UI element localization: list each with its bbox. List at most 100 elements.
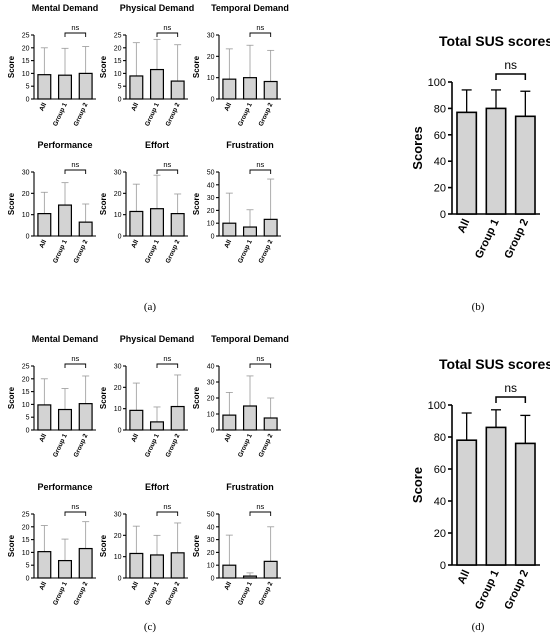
bar [485, 107, 507, 215]
significance-label: ns [163, 23, 171, 32]
chart-title: Total SUS scores [439, 33, 550, 49]
x-tick-label: All [130, 239, 140, 250]
y-tick-label: 10 [207, 412, 215, 419]
x-tick-label: Group 1 [144, 102, 161, 128]
chart-10-c: Performance Score 0 5 10 15 20 25 All Group 1 Grou… [7, 482, 96, 606]
bar [78, 403, 93, 431]
y-tick-label: 10 [114, 71, 122, 78]
y-tick-label: 0 [26, 428, 30, 435]
y-tick-label: 10 [207, 221, 215, 228]
x-tick-label: Group 1 [237, 581, 254, 607]
x-tick-label: All [456, 217, 473, 235]
y-tick-label: 80 [434, 103, 446, 115]
panel-label: (d) [472, 621, 485, 633]
bar [170, 80, 185, 100]
y-tick-label: 15 [22, 389, 30, 396]
bar [149, 208, 165, 237]
chart-title: Performance [37, 482, 92, 492]
y-tick-label: 10 [114, 406, 122, 413]
bar [78, 221, 93, 237]
bar [149, 421, 165, 431]
x-tick-label: Group 2 [165, 102, 182, 128]
x-tick-label: Group 2 [165, 581, 182, 607]
y-tick-label: 20 [22, 45, 30, 52]
y-tick-label: 0 [440, 209, 446, 221]
bar [456, 111, 478, 215]
significance-bracket [156, 511, 179, 516]
y-axis-label: Score [192, 386, 201, 409]
bar [263, 218, 278, 237]
chart-7-c: Mental Demand Score 0 5 10 15 20 25 All Group 1 Gr… [7, 334, 98, 458]
chart-title: Performance [37, 140, 92, 150]
chart-5-a: Frustration Score 0 10 20 30 40 50 All Group 1 Gro… [192, 140, 281, 264]
y-tick-label: 20 [22, 191, 30, 198]
y-axis-label: Score [99, 55, 108, 78]
y-axis-label: Score [7, 386, 16, 409]
bar [57, 408, 73, 431]
y-tick-label: 5 [26, 84, 30, 91]
y-tick-label: 20 [22, 376, 30, 383]
significance-bracket [64, 169, 87, 174]
bar [456, 439, 478, 566]
bar [37, 74, 52, 100]
panel-label: (c) [144, 621, 157, 633]
bar [263, 417, 278, 431]
chart-0-a: Mental Demand Score 0 5 10 15 20 25 All Group 1 Gr… [7, 3, 98, 127]
y-tick-label: 50 [207, 170, 215, 177]
x-tick-label: Group 1 [52, 102, 69, 128]
chart-4-a: Effort Score 0 10 20 30 All Group 1 Group 2 ns [99, 140, 188, 264]
y-axis-label: Score [192, 534, 201, 557]
y-tick-label: 5 [118, 84, 122, 91]
y-tick-label: 5 [26, 415, 30, 422]
y-axis-label: Score [7, 192, 16, 215]
y-tick-label: 30 [22, 170, 30, 177]
bar [129, 409, 144, 431]
x-tick-label: Group 1 [52, 239, 69, 265]
bar [485, 426, 507, 566]
significance-label: ns [256, 502, 264, 511]
chart-3-a: Performance Score 0 10 20 30 All Group 1 Group 2… [7, 140, 96, 264]
y-tick-label: 0 [211, 576, 215, 583]
y-tick-label: 0 [26, 234, 30, 241]
chart-11-c: Effort Score 0 10 20 30 All Group 1 Group 2 ns [99, 482, 188, 606]
panel-label: (a) [144, 301, 157, 313]
y-tick-label: 0 [118, 428, 122, 435]
significance-label: ns [71, 354, 79, 363]
x-tick-label: All [130, 102, 140, 113]
y-tick-label: 0 [26, 97, 30, 104]
y-axis-label: Score [99, 192, 108, 215]
significance-label: ns [163, 502, 171, 511]
significance-bracket [249, 169, 272, 174]
y-axis-label: Score [99, 386, 108, 409]
y-tick-label: 0 [211, 97, 215, 104]
y-tick-label: 0 [211, 428, 215, 435]
y-tick-label: 10 [22, 402, 30, 409]
bar [57, 204, 73, 237]
x-tick-label: All [223, 581, 233, 592]
x-tick-label: Group 1 [144, 433, 161, 459]
y-tick-label: 100 [428, 400, 446, 412]
significance-label: ns [71, 23, 79, 32]
y-tick-label: 10 [22, 71, 30, 78]
y-axis-label: Score [410, 467, 425, 503]
y-tick-label: 80 [434, 432, 446, 444]
x-tick-label: Group 1 [52, 433, 69, 459]
significance-bracket [249, 363, 272, 368]
x-tick-label: Group 2 [165, 433, 182, 459]
y-axis-label: Score [192, 55, 201, 78]
bar [149, 554, 165, 579]
y-tick-label: 0 [118, 576, 122, 583]
bar [222, 414, 237, 431]
significance-label: ns [256, 160, 264, 169]
y-tick-label: 40 [207, 524, 215, 531]
chart-title: Temporal Demand [211, 3, 289, 13]
y-tick-label: 15 [114, 58, 122, 65]
significance-label: ns [71, 502, 79, 511]
x-tick-label: Group 2 [502, 217, 531, 260]
chart-title: Frustration [226, 482, 274, 492]
y-tick-label: 30 [114, 512, 122, 519]
bar [170, 405, 185, 431]
y-tick-label: 0 [118, 97, 122, 104]
